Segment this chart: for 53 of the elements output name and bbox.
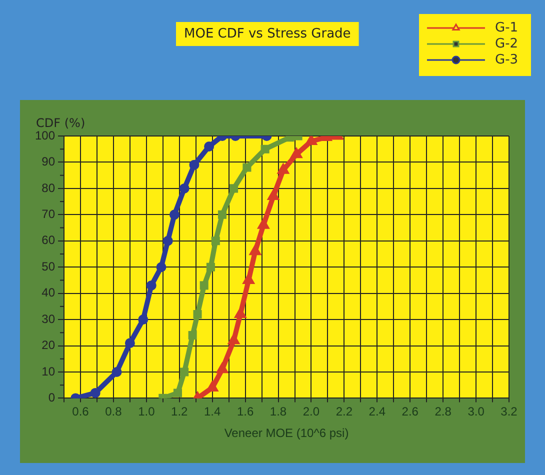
x-tick-label: 2.4 xyxy=(368,404,386,419)
point xyxy=(169,210,180,220)
x-tick-label: 3.2 xyxy=(500,404,518,419)
point xyxy=(173,388,182,398)
y-tick-label: 0 xyxy=(48,390,56,405)
point xyxy=(200,281,208,290)
point xyxy=(206,262,215,272)
point xyxy=(189,160,200,170)
point xyxy=(180,368,189,376)
point xyxy=(90,388,100,398)
x-tick-label: 1.8 xyxy=(270,404,287,419)
point xyxy=(146,280,156,290)
x-tick-label: 2.6 xyxy=(402,404,419,419)
point xyxy=(112,366,122,377)
x-tick-label: 1.2 xyxy=(171,404,188,419)
chart-title: MOE CDF vs Stress Grade xyxy=(184,26,351,42)
y-tick-label: 10 xyxy=(42,364,56,378)
x-tick-label: 1.6 xyxy=(236,404,254,419)
y-tick-label: 20 xyxy=(42,338,56,352)
y-tick-label: 70 xyxy=(42,206,56,221)
point xyxy=(211,236,220,246)
y-tick-label: 40 xyxy=(42,286,56,300)
y-tick-label: 80 xyxy=(42,180,56,195)
x-tick-label: 3.0 xyxy=(468,404,485,419)
y-tick-label: 60 xyxy=(42,233,56,248)
x-tick-label: 2.8 xyxy=(434,404,452,419)
y-axis-title: CDF (%) xyxy=(36,116,86,130)
x-tick-label: 0.6 xyxy=(72,404,90,419)
x-tick-label: 0.8 xyxy=(105,404,122,419)
point xyxy=(230,184,238,193)
point xyxy=(242,163,252,172)
point xyxy=(162,236,173,246)
x-tick-label: 1.4 xyxy=(204,404,222,419)
legend-label: G-2 xyxy=(495,36,518,52)
legend-label: G-1 xyxy=(495,20,518,36)
legend-label: G-3 xyxy=(495,52,518,68)
point xyxy=(156,262,166,272)
x-tick-label: 2.0 xyxy=(302,404,320,419)
y-tick-label: 100 xyxy=(34,128,56,142)
point xyxy=(193,310,202,319)
point xyxy=(260,144,270,154)
point xyxy=(188,331,197,340)
point xyxy=(204,141,214,152)
x-tick-label: 2.2 xyxy=(336,404,353,419)
point xyxy=(124,338,135,348)
x-axis-title: Veneer MOE (10^6 psi) xyxy=(224,426,349,440)
y-tick-label: 30 xyxy=(42,312,56,326)
point xyxy=(218,210,227,219)
point xyxy=(179,183,190,194)
point xyxy=(138,314,148,325)
x-tick-label: 1.0 xyxy=(138,404,156,419)
y-tick-label: 90 xyxy=(42,154,56,169)
y-tick-label: 50 xyxy=(42,259,56,274)
